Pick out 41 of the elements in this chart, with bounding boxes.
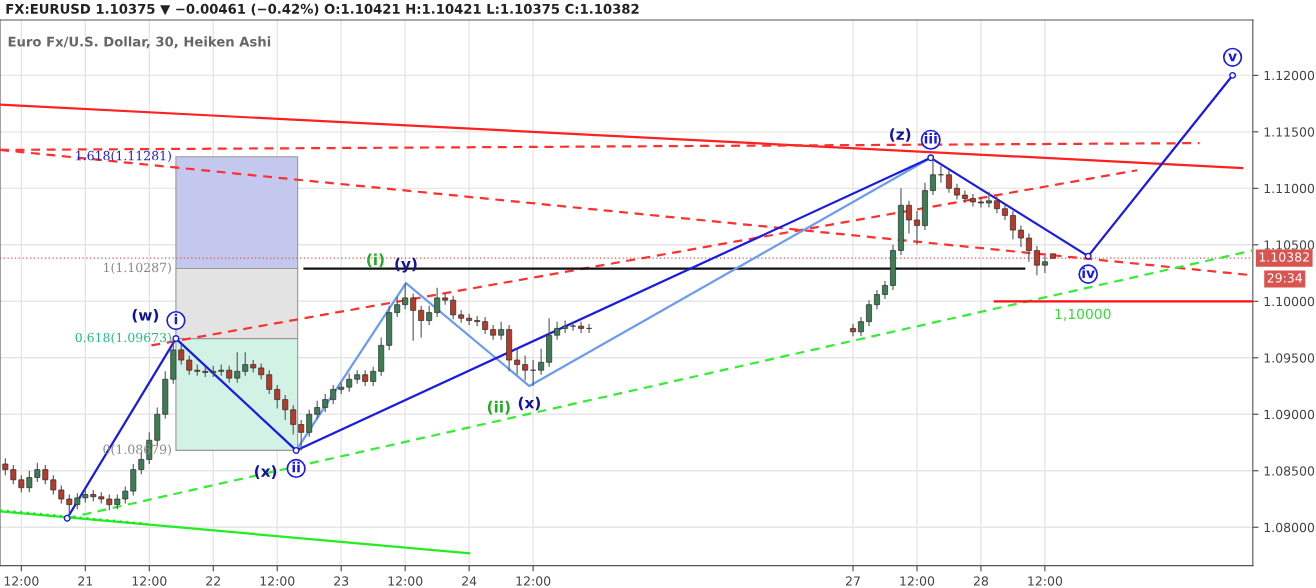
y-tick-label: 1.09500	[1264, 353, 1315, 363]
annotation: (z)	[890, 128, 911, 142]
annotation: 1(1.10287)	[104, 262, 171, 274]
annotation: (x)	[518, 396, 540, 411]
annotation: 1.618(1.11281)	[76, 150, 171, 163]
annotation: ii	[292, 461, 300, 473]
annotation: (i)	[367, 253, 384, 268]
y-tick-label: 1.12000	[1264, 70, 1315, 81]
x-tick-label: 12:00	[516, 576, 551, 586]
x-tick-label: 12:00	[388, 576, 423, 586]
y-tick-label: 1.08000	[1264, 522, 1315, 533]
x-tick-label: 27	[845, 576, 860, 586]
x-tick-label: 12:00	[900, 576, 935, 586]
text: Euro Fx/U.S. Dollar, 30, Heiken Ashi	[8, 36, 271, 49]
annotation: (w)	[132, 308, 159, 323]
x-tick-label: 12:00	[132, 576, 167, 586]
ref-line-label: 1.10382	[1259, 252, 1309, 262]
annotation: 0.618(1.09673)	[75, 332, 171, 344]
x-tick-label: 22	[206, 576, 220, 586]
annotation: i	[174, 313, 178, 325]
y-tick-label: 1.10000	[1264, 296, 1315, 307]
x-tick-label: 12:00	[1028, 576, 1063, 586]
y-tick-label: 1.11500	[1264, 127, 1315, 137]
annotation: 1,10000	[1055, 308, 1111, 321]
annotation: (ii)	[487, 400, 510, 415]
y-tick-label: 1.11000	[1264, 183, 1315, 194]
y-tick-label: 1.09000	[1264, 409, 1315, 420]
x-tick-label: 28	[973, 576, 989, 586]
x-tick-label: 12:00	[4, 576, 39, 586]
annotation: iii	[924, 133, 937, 144]
x-tick-label: 24	[462, 576, 477, 586]
y-tick-label: 1.08500	[1264, 466, 1315, 476]
annotation: v	[1228, 53, 1237, 62]
chart-title: FX:EURUSD 1.10375 ▼ −0.00461 (−0.42%) O:1.10421 H:1.10421 L:1.10375 C:1.10382	[6, 3, 639, 16]
text: 29:34	[1267, 273, 1303, 283]
y-tick-label: 1.10500	[1264, 240, 1315, 250]
annotation: iv	[1082, 267, 1095, 278]
annotation: (x)	[255, 465, 277, 479]
x-tick-label: 23	[334, 576, 349, 586]
x-tick-label: 12:00	[260, 576, 295, 586]
x-tick-label: 21	[78, 576, 93, 586]
